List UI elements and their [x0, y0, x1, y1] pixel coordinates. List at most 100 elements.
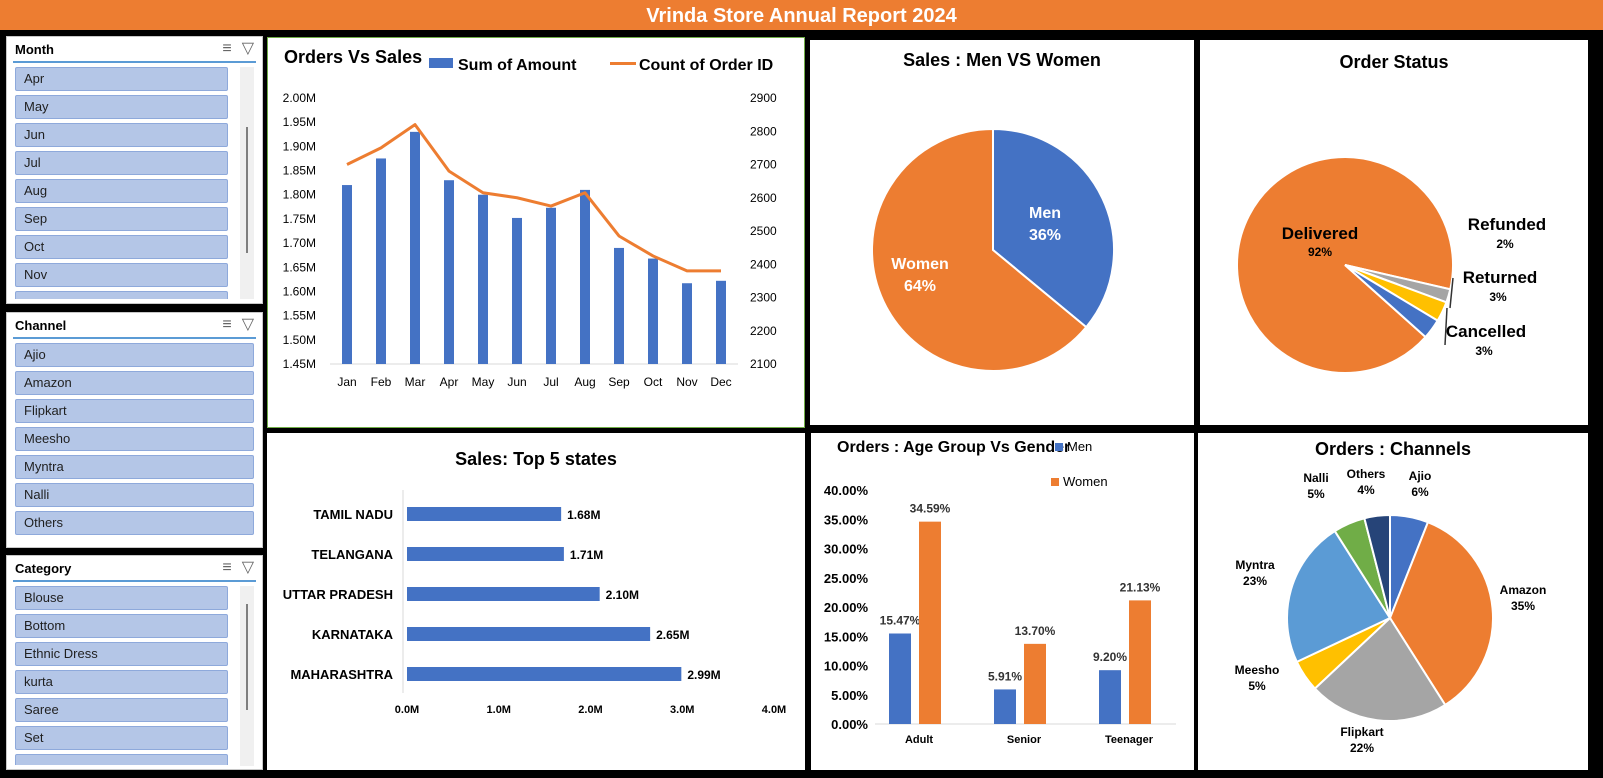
slice-label: Women	[891, 256, 948, 273]
x-tick-label: Dec	[710, 375, 731, 389]
multi-select-icon[interactable]: ≡	[222, 40, 232, 57]
data-label: 1.71M	[570, 548, 603, 562]
slicer-item[interactable]: Apr	[15, 67, 228, 91]
y-tick-label: 30.00%	[824, 542, 869, 557]
slicer-item[interactable]: Meesho	[15, 427, 254, 451]
slicer-item[interactable]: Aug	[15, 179, 228, 203]
bar-sum-of-amount	[342, 185, 352, 364]
slicer-item[interactable]: Myntra	[15, 455, 254, 479]
slicer-item[interactable]: Amazon	[15, 371, 254, 395]
y-tick-label: 25.00%	[824, 571, 869, 586]
slicer-item[interactable]: May	[15, 95, 228, 119]
top-states-panel: Sales: Top 5 states TAMIL NADU 1.68M TELAN…	[267, 433, 805, 770]
slice-value: 4%	[1357, 483, 1375, 497]
x-tick-label: Mar	[405, 375, 426, 389]
bar-sum-of-amount	[546, 207, 556, 364]
scroll-thumb[interactable]	[246, 604, 248, 710]
scrollbar[interactable]	[240, 586, 254, 766]
slicer-item[interactable]: Ajio	[15, 343, 254, 367]
orders-vs-sales-chart: 2.00M 1.95M 1.90M 1.85M 1.80M 1.75M 1.70M 1.65M…	[283, 91, 777, 389]
slicer-item[interactable]: Saree	[15, 698, 228, 722]
y-tick-label: UTTAR PRADESH	[283, 587, 393, 602]
slicer-item[interactable]: Sep	[15, 207, 228, 231]
bar-state	[407, 667, 682, 681]
bar-state	[407, 547, 564, 561]
slice-value: 64%	[904, 278, 936, 295]
multi-select-icon[interactable]: ≡	[222, 316, 232, 333]
y-tick-label: 2.00M	[283, 91, 316, 105]
slicer-header: Channel ≡ ▽	[13, 313, 256, 339]
y-tick-label: 40.00%	[824, 483, 869, 498]
orders-vs-sales-panel: Orders Vs Sales Sum of Amount Count of O…	[267, 37, 805, 428]
data-label: 9.20%	[1093, 650, 1127, 664]
x-tick-label: May	[472, 375, 495, 389]
multi-select-icon[interactable]: ≡	[222, 559, 232, 576]
slice-value: 5%	[1307, 487, 1325, 501]
y-tick-label: TAMIL NADU	[313, 507, 393, 522]
bar-state	[407, 507, 562, 521]
bar-men	[994, 689, 1016, 724]
y-tick-label: 1.45M	[283, 357, 316, 371]
slice-label: Cancelled	[1446, 322, 1526, 341]
y-tick-label: 1.60M	[283, 284, 316, 298]
x-tick-label: Jun	[507, 375, 526, 389]
slicer-item[interactable]: Nov	[15, 263, 228, 287]
pie-slice-amazon	[1388, 520, 1494, 707]
legend-label-women: Women	[1063, 474, 1108, 489]
x-tick-label: Adult	[905, 734, 933, 746]
x-tick-label: Sep	[608, 375, 630, 389]
bar-sum-of-amount	[376, 158, 386, 364]
legend-swatch-amount	[429, 58, 453, 68]
y2-tick-label: 2300	[750, 291, 777, 305]
bar-men	[889, 633, 911, 724]
slice-label: Meesho	[1235, 663, 1280, 677]
slicer-title: Channel	[15, 318, 67, 333]
pie-slice-others	[1363, 513, 1391, 619]
scrollbar[interactable]	[240, 67, 254, 299]
slice-value: 22%	[1350, 741, 1374, 755]
slice-label: Others	[1347, 467, 1386, 481]
chart-title: Orders Vs Sales	[284, 47, 423, 67]
legend-swatch-orders	[610, 62, 636, 65]
slicer-title: Category	[15, 561, 72, 576]
slicer-item[interactable]: Set	[15, 726, 228, 750]
channels-panel: Orders : Channels Ajio 6% Amazon 35% Flipkar…	[1198, 433, 1588, 770]
slicer-item[interactable]: kurta	[15, 670, 228, 694]
slicer-item[interactable]: Blouse	[15, 586, 228, 610]
x-tick-label: 2.0M	[578, 704, 602, 716]
y-tick-label: KARNATAKA	[312, 627, 394, 642]
slicer-item[interactable]: Oct	[15, 235, 228, 259]
slicer-items: Blouse Bottom Ethnic Dress kurta Saree Set	[7, 582, 262, 765]
bar-state	[407, 587, 600, 601]
y2-tick-label: 2600	[750, 191, 777, 205]
clear-filter-icon[interactable]: ▽	[241, 559, 254, 576]
slicer-item[interactable]: Ethnic Dress	[15, 642, 228, 666]
slice-label: Amazon	[1500, 583, 1547, 597]
slicer-item[interactable]: Bottom	[15, 614, 228, 638]
x-tick-label: 0.0M	[395, 704, 419, 716]
y-tick-label: MAHARASHTRA	[290, 667, 393, 682]
scroll-thumb[interactable]	[246, 127, 248, 253]
slicer-item-partial[interactable]	[15, 291, 228, 299]
slicer-item[interactable]: Flipkart	[15, 399, 254, 423]
y2-tick-label: 2800	[750, 124, 777, 138]
slicer-header: Month ≡ ▽	[13, 37, 256, 63]
slicer-items: Apr May Jun Jul Aug Sep Oct Nov	[7, 63, 262, 299]
slicer-item[interactable]: Jun	[15, 123, 228, 147]
slicer-item[interactable]: Jul	[15, 151, 228, 175]
slicer-item[interactable]: Nalli	[15, 483, 254, 507]
slice-label: Returned	[1463, 268, 1538, 287]
slicer-item-partial[interactable]	[15, 754, 228, 765]
clear-filter-icon[interactable]: ▽	[241, 40, 254, 57]
x-tick-label: 1.0M	[487, 704, 511, 716]
bar-sum-of-amount	[648, 258, 658, 364]
clear-filter-icon[interactable]: ▽	[241, 316, 254, 333]
slice-label: Flipkart	[1340, 725, 1383, 739]
x-tick-label: 3.0M	[670, 704, 694, 716]
slicer-item[interactable]: Others	[15, 511, 254, 535]
y-tick-label: 1.55M	[283, 309, 316, 323]
bar-sum-of-amount	[716, 280, 726, 364]
pie-slice-women	[871, 127, 1088, 372]
bar-state	[407, 627, 651, 641]
top-states-chart: TAMIL NADU 1.68M TELANGANA 1.71M UTTAR PRADE…	[283, 490, 786, 716]
